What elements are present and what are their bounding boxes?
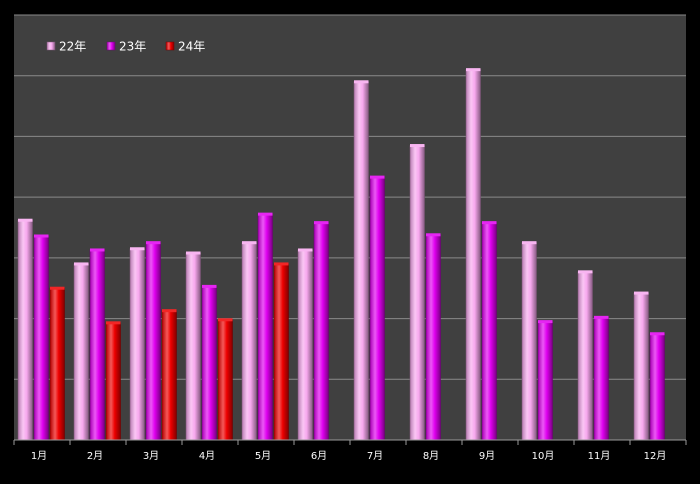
bar-7月-22年: [353, 81, 369, 441]
x-tick-label: 1月: [31, 450, 47, 462]
bar-11月-23年: [593, 317, 609, 441]
bar-cap: [90, 248, 105, 252]
bar-3月-22年: [129, 248, 145, 441]
bar-cap: [186, 251, 201, 255]
bar-5月-23年: [257, 213, 273, 441]
bar-3月-23年: [145, 242, 161, 441]
legend-swatch: [165, 41, 175, 51]
bar-5月-22年: [241, 242, 257, 441]
bar-cap: [370, 175, 385, 179]
bar-cap: [482, 221, 497, 225]
x-tick-label: 4月: [199, 450, 215, 462]
legend-label: 23年: [119, 40, 146, 54]
bar-cap: [34, 234, 49, 238]
bar-cap: [130, 247, 145, 251]
bar-cap: [242, 241, 257, 245]
bar-8月-22年: [409, 145, 425, 441]
x-tick-label: 7月: [367, 450, 383, 462]
bar-6月-22年: [297, 249, 313, 441]
x-tick-label: 11月: [588, 450, 611, 462]
bar-cap: [298, 248, 313, 252]
bar-6月-23年: [313, 222, 329, 441]
legend-swatch: [46, 41, 56, 51]
bar-4月-24年: [217, 319, 233, 441]
bars: [17, 68, 665, 441]
x-tick-label: 12月: [644, 450, 667, 462]
bar-cap: [426, 233, 441, 237]
bar-cap: [522, 241, 537, 245]
bar-3月-24年: [161, 310, 177, 441]
bar-cap: [314, 221, 329, 225]
x-tick-label: 3月: [143, 450, 159, 462]
plot-area: [14, 15, 686, 440]
bar-cap: [274, 262, 289, 266]
legend-label: 22年: [59, 40, 86, 54]
bar-10月-23年: [537, 321, 553, 441]
bar-1月-23年: [33, 235, 49, 441]
bar-cap: [354, 80, 369, 84]
bar-cap: [650, 332, 665, 336]
x-tick-label: 8月: [423, 450, 439, 462]
x-tick-label: 10月: [532, 450, 555, 462]
bar-cap: [202, 284, 217, 288]
bar-9月-23年: [481, 222, 497, 441]
bar-7月-23年: [369, 176, 385, 441]
legend: 22年 23年 24年: [46, 40, 205, 54]
gridlines: [14, 14, 686, 380]
bar-9月-22年: [465, 69, 481, 441]
bar-4月-22年: [185, 252, 201, 441]
bar-cap: [162, 309, 177, 313]
bar-11月-22年: [577, 271, 593, 441]
x-tick-label: 5月: [255, 450, 271, 462]
bar-12月-23年: [649, 333, 665, 441]
x-tick-label: 6月: [311, 450, 327, 462]
bar-10月-22年: [521, 242, 537, 441]
bar-cap: [74, 262, 89, 266]
bar-2月-23年: [89, 249, 105, 441]
bar-12月-22年: [633, 292, 649, 441]
bar-cap: [634, 291, 649, 295]
bar-cap: [578, 270, 593, 274]
bar-cap: [594, 315, 609, 319]
x-tick-label: 9月: [479, 450, 495, 462]
legend-label: 24年: [178, 40, 205, 54]
bar-cap: [146, 241, 161, 245]
x-tick-label: 2月: [87, 450, 103, 462]
bar-cap: [18, 218, 33, 222]
legend-swatch: [106, 41, 116, 51]
bar-cap: [50, 286, 65, 290]
bar-cap: [218, 318, 233, 322]
bar-1月-24年: [49, 287, 65, 441]
bar-2月-22年: [73, 263, 89, 441]
bar-1月-22年: [17, 219, 33, 441]
bar-5月-24年: [273, 263, 289, 441]
x-axis: 1月 2月 3月 4月 5月 6月 7月 8月 9月 10月 11月 12月: [13, 439, 687, 462]
bar-cap: [258, 212, 273, 216]
bar-2月-24年: [105, 322, 121, 441]
bar-cap: [466, 68, 481, 72]
bar-8月-23年: [425, 234, 441, 441]
bar-cap: [538, 320, 553, 324]
bar-4月-23年: [201, 286, 217, 441]
bar-cap: [106, 321, 121, 325]
bar-cap: [410, 144, 425, 148]
